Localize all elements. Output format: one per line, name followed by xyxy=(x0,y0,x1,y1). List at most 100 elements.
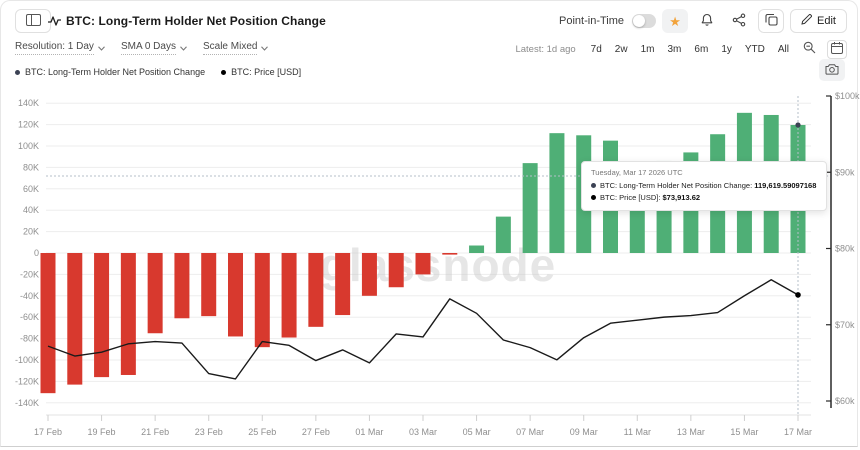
left-axis-tick-label: 80K xyxy=(23,162,39,172)
bar-21-feb[interactable] xyxy=(147,253,163,334)
copy-button[interactable] xyxy=(758,9,785,33)
right-axis-tick-label: $80k xyxy=(835,244,855,254)
bar-01-mar[interactable] xyxy=(361,253,377,296)
bar-04-mar[interactable] xyxy=(442,253,458,255)
bar-06-mar[interactable] xyxy=(495,216,511,253)
edit-button[interactable]: Edit xyxy=(790,9,847,33)
toolbar-right: Latest: 1d ago 7d 2w 1m 3m 6m 1y YTD All xyxy=(515,39,847,59)
bar-24-feb[interactable] xyxy=(228,253,243,337)
left-axis-tick-label: -20K xyxy=(20,269,39,279)
bar-18-feb[interactable] xyxy=(67,253,83,385)
bar-02-mar[interactable] xyxy=(388,253,404,288)
x-axis-tick-label: 03 Mar xyxy=(409,427,437,437)
range-2w[interactable]: 2w xyxy=(614,43,628,55)
copy-icon xyxy=(764,13,778,29)
range-6m[interactable]: 6m xyxy=(694,43,709,55)
bar-22-feb[interactable] xyxy=(174,253,190,319)
legend-item-net-position[interactable]: BTC: Long-Term Holder Net Position Chang… xyxy=(15,67,205,77)
left-axis-tick-label: 60K xyxy=(23,184,39,194)
x-axis-tick-label: 01 Mar xyxy=(355,427,383,437)
bar-20-feb[interactable] xyxy=(120,253,136,375)
x-axis-tick-label: 11 Mar xyxy=(624,427,651,437)
share-button[interactable] xyxy=(726,9,752,33)
bar-27-feb[interactable] xyxy=(308,253,324,327)
tooltip-row-net-position: BTC: Long-Term Holder Net Position Chang… xyxy=(591,180,816,192)
crosshair-marker-price xyxy=(795,292,801,298)
bell-icon xyxy=(700,13,714,30)
chart-tooltip: Tuesday, Mar 17 2026 UTC BTC: Long-Term … xyxy=(581,161,828,212)
tooltip-dot xyxy=(591,183,596,189)
bar-19-feb[interactable] xyxy=(94,253,110,378)
bar-05-mar[interactable] xyxy=(469,245,485,253)
point-in-time-label: Point-in-Time xyxy=(559,15,625,27)
x-axis-tick-label: 23 Feb xyxy=(195,427,223,437)
left-axis-tick-label: -80K xyxy=(20,334,39,344)
right-axis-tick-label: $100k xyxy=(835,91,860,101)
sma-dropdown[interactable]: SMA 0 Days xyxy=(120,41,187,55)
legend-label: BTC: Long-Term Holder Net Position Chang… xyxy=(25,67,206,77)
camera-icon xyxy=(825,63,839,78)
chevron-down-icon xyxy=(180,43,187,54)
metric-pulse-icon xyxy=(47,14,62,32)
latest-label: Latest: 1d ago xyxy=(515,43,576,55)
x-axis-tick-label: 05 Mar xyxy=(463,427,491,437)
left-axis-tick-label: 20K xyxy=(23,227,39,237)
chevron-down-icon xyxy=(261,43,269,54)
chevron-down-icon xyxy=(98,43,105,54)
date-picker-button[interactable] xyxy=(827,39,847,59)
range-all[interactable]: All xyxy=(777,43,789,55)
point-in-time-toggle[interactable] xyxy=(632,14,657,28)
glassnode-watermark: glassnode xyxy=(320,239,557,291)
page-title: BTC: Long-Term Holder Net Position Chang… xyxy=(66,14,326,28)
left-axis-tick-label: 40K xyxy=(23,205,39,215)
legend-dot xyxy=(15,69,20,75)
panel-icon xyxy=(25,13,41,29)
alert-bell-button[interactable] xyxy=(694,9,720,33)
bar-07-mar[interactable] xyxy=(522,163,538,253)
bar-25-feb[interactable] xyxy=(254,253,270,348)
scale-dropdown[interactable]: Scale Mixed xyxy=(202,41,269,55)
price-line xyxy=(47,279,799,380)
x-axis-tick-label: 13 Mar xyxy=(677,427,705,437)
favorite-star-button[interactable]: ★ xyxy=(662,9,689,33)
bar-17-feb[interactable] xyxy=(40,253,56,394)
header-actions: Point-in-Time ★ Edit xyxy=(559,8,847,34)
range-1y[interactable]: 1y xyxy=(721,43,732,55)
tooltip-date: Tuesday, Mar 17 2026 UTC xyxy=(591,168,683,177)
bar-08-mar[interactable] xyxy=(549,133,565,253)
bar-03-mar[interactable] xyxy=(415,253,431,275)
star-icon: ★ xyxy=(669,13,681,29)
range-1m[interactable]: 1m xyxy=(640,43,655,55)
left-axis-tick-label: 0 xyxy=(34,248,39,258)
x-axis-tick-label: 19 Feb xyxy=(88,427,116,437)
toolbar-left: Resolution: 1 Day SMA 0 Days Scale Mixed xyxy=(15,41,269,55)
tooltip-row-price: BTC: Price [USD]: $73,913.62 xyxy=(591,192,816,204)
range-7d[interactable]: 7d xyxy=(590,43,602,55)
bar-23-feb[interactable] xyxy=(201,253,217,317)
header: BTC: Long-Term Holder Net Position Chang… xyxy=(1,1,857,41)
panel-toggle-button[interactable] xyxy=(15,9,51,33)
left-axis-tick-label: -40K xyxy=(20,291,39,301)
bar-26-feb[interactable] xyxy=(281,253,297,338)
left-axis-tick-label: 120K xyxy=(18,120,39,130)
range-ytd[interactable]: YTD xyxy=(744,43,765,55)
resolution-dropdown[interactable]: Resolution: 1 Day xyxy=(15,41,105,55)
crosshair-marker-net-position xyxy=(795,122,801,128)
zoom-reset-button[interactable] xyxy=(800,40,818,58)
tooltip-text: BTC: Price [USD]: $73,913.62 xyxy=(600,192,701,202)
left-axis-tick-label: -100K xyxy=(15,355,39,365)
range-3m[interactable]: 3m xyxy=(667,43,682,55)
legend-item-price[interactable]: BTC: Price [USD] xyxy=(221,67,301,77)
x-axis-tick-label: 07 Mar xyxy=(516,427,544,437)
screenshot-camera-button[interactable] xyxy=(819,59,845,81)
right-axis-tick-label: $90k xyxy=(835,167,855,177)
bar-28-feb[interactable] xyxy=(335,253,351,316)
share-icon xyxy=(732,13,746,30)
toggle-knob xyxy=(633,15,646,27)
legend-dot xyxy=(221,69,227,75)
right-axis-tick-label: $70k xyxy=(835,320,855,330)
left-axis-tick-label: -140K xyxy=(15,398,39,408)
x-axis-tick-label: 17 Mar xyxy=(784,427,812,437)
x-axis-tick-label: 17 Feb xyxy=(34,427,62,437)
